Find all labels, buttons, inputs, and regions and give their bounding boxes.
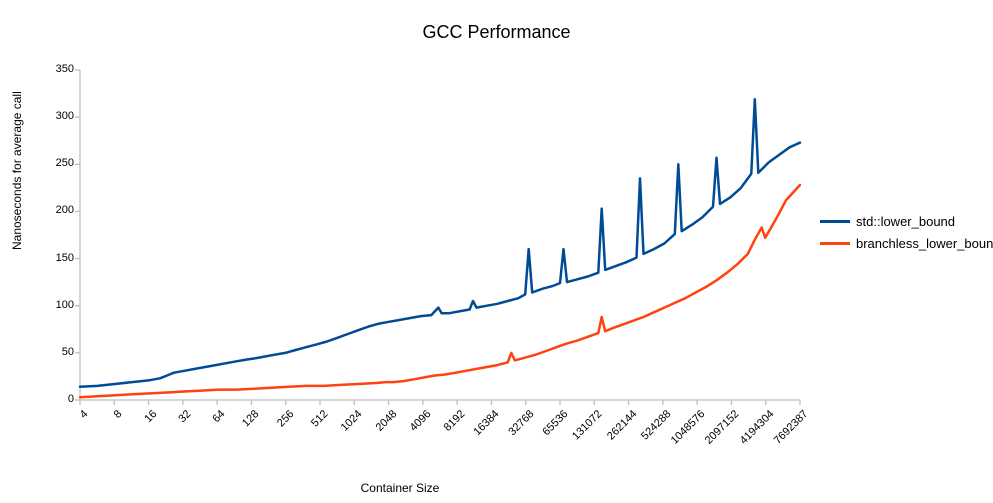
- legend-label: branchless_lower_bound: [856, 236, 993, 251]
- y-tick-label: 100: [40, 299, 74, 311]
- y-tick-label: 0: [40, 393, 74, 405]
- y-tick-label: 150: [40, 252, 74, 264]
- legend-label: std::lower_bound: [856, 214, 955, 229]
- y-tick-label: 200: [40, 204, 74, 216]
- legend-swatch: [820, 220, 850, 223]
- chart-container: { "chart": { "type": "line", "title": "G…: [0, 0, 993, 503]
- y-tick-label: 250: [40, 157, 74, 169]
- legend: std::lower_bound branchless_lower_bound: [820, 210, 993, 254]
- legend-item-branchless: branchless_lower_bound: [820, 232, 993, 254]
- y-tick-label: 350: [40, 63, 74, 75]
- y-tick-label: 50: [40, 346, 74, 358]
- legend-item-std: std::lower_bound: [820, 210, 993, 232]
- y-tick-label: 300: [40, 110, 74, 122]
- legend-swatch: [820, 242, 850, 245]
